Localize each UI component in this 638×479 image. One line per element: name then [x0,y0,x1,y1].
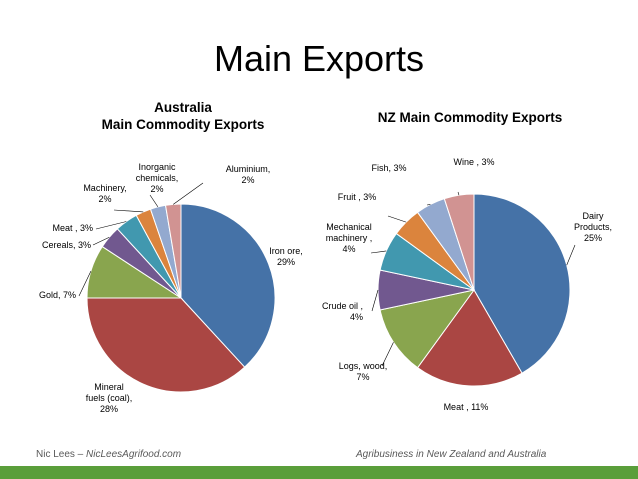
au-slice-label: Aluminium, 2% [226,164,271,185]
nz-slice-label: Logs, wood, 7% [339,361,388,382]
label-leader-line [457,191,460,196]
label-leader-line [78,271,92,297]
nz-chart-title: NZ Main Commodity Exports [378,110,563,125]
nz-pie-slice [443,193,475,291]
au-slice-label: Gold, 7% [39,290,76,300]
label-leader-line [381,342,394,367]
au-slice-label: Mineral fuels (coal), 28% [86,382,133,414]
nz-slice-label: Crude oil , 4% [322,301,363,322]
label-leader-line [149,194,159,208]
footer-site: NicLeesAgrifood.com [86,449,182,460]
nz-slice-label: Meat , 11% [444,402,489,412]
footer-author: Nic Lees – NicLeesAgrifood.com [36,449,181,460]
footer-author-name: Nic Lees – [36,449,87,460]
nz-pie-slice [416,289,523,387]
au-pie-slice [164,203,182,299]
label-leader-line [387,215,407,223]
au-slice-label: Cereals, 3% [42,240,91,250]
au-slice-label: Inorganic chemicals, 2% [136,162,179,194]
nz-slice-label: Mechanical machinery , 4% [326,222,373,254]
bottom-accent-bar [0,466,638,479]
label-leader-line [426,204,431,206]
label-leader-line [566,244,576,266]
label-leader-line [113,209,144,213]
label-leader-line [370,250,387,254]
nz-pie-slice [473,193,571,374]
nz-slice-label: Dairy Products, 25% [574,211,612,243]
label-leader-line [371,289,379,312]
nz-pie-slice [379,289,476,369]
au-pie-slice [86,297,246,393]
au-pie-slice [180,203,276,368]
label-leader-line [95,221,127,230]
label-leader-line [173,182,204,205]
au-slice-label: Iron ore, 29% [269,246,303,267]
au-slice-label: Machinery, 2% [83,183,126,204]
nz-slice-label: Fruit , 3% [338,192,377,202]
au-slice-label: Meat , 3% [52,223,93,233]
nz-slice-label: Wine , 3% [453,157,494,167]
slide-title: Main Exports [213,38,425,79]
australia-chart-title: Australia Main Commodity Exports [102,100,265,132]
nz-slice-label: Fish, 3% [371,163,406,173]
footer-subtitle: Agribusiness in New Zealand and Australi… [356,449,547,460]
label-leader-line [92,236,110,246]
